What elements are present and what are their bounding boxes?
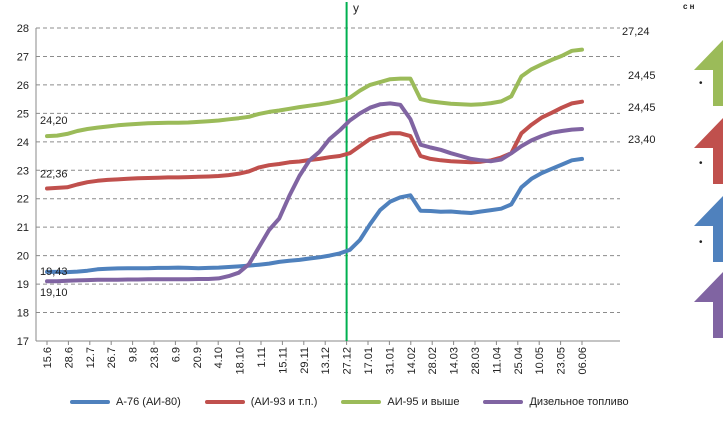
x-tick-label: 13.12	[320, 347, 332, 375]
x-tick-label: 23.05	[556, 347, 568, 375]
corner-note-fragment: с н	[683, 2, 695, 11]
trend-arrow	[694, 118, 723, 184]
y-tick-label: 26	[17, 80, 29, 92]
series-line	[45, 47, 584, 139]
arrow-marker: •	[699, 237, 703, 248]
trend-arrow	[694, 272, 723, 338]
x-tick-label: 9.8	[128, 347, 140, 362]
x-tick-label: 27.12	[342, 347, 354, 375]
start-value-label: 22,36	[40, 168, 68, 180]
x-tick-label: 6.9	[170, 347, 182, 362]
legend-swatch	[483, 400, 524, 404]
start-value-label: 24,20	[40, 115, 68, 127]
end-value-label: 24,45	[628, 102, 656, 114]
arrow-marker: •	[699, 158, 703, 169]
end-value-label: 23,40	[628, 134, 656, 146]
x-tick-label: 11.04	[491, 347, 503, 374]
grid-lines	[36, 27, 620, 314]
x-tick-label: 14.02	[406, 347, 418, 375]
end-value-label: 27,24	[622, 26, 650, 38]
chart-title-fragment: у	[353, 1, 359, 15]
trend-arrow	[694, 40, 723, 106]
legend-label: (АИ-93 и т.п.)	[250, 396, 318, 408]
x-tick-label: 29.11	[299, 347, 311, 374]
y-tick-label: 17	[17, 336, 29, 348]
y-tick-label: 21	[17, 222, 29, 234]
x-tick-label: 17.01	[363, 347, 375, 375]
legend-label: А-76 (АИ-80)	[116, 396, 181, 408]
start-value-label: 19,10	[40, 287, 68, 299]
trend-arrows: • • •	[694, 40, 723, 338]
legend-item: Дизельное топливо	[483, 396, 629, 408]
legend-label: АИ-95 и выше	[387, 396, 460, 408]
x-tick-label: 10.05	[534, 347, 546, 375]
end-value-label: 24,45	[628, 70, 656, 82]
y-tick-label: 28	[17, 23, 29, 35]
x-tick-label: 31.01	[384, 347, 396, 375]
x-tick-label: 26.7	[106, 347, 118, 368]
x-tick-label: 4.10	[213, 347, 225, 368]
series-line	[45, 99, 584, 191]
legend: А-76 (АИ-80) (АИ-93 и т.п.) АИ-95 и выше Ди…	[70, 396, 629, 408]
series-lines	[45, 47, 584, 284]
x-tick-label: 28.6	[63, 347, 75, 368]
y-tick-label: 23	[17, 165, 29, 177]
series-line	[45, 101, 584, 284]
x-tick-label: 28.03	[470, 347, 482, 375]
y-tick-label: 25	[17, 108, 29, 120]
legend-item: (АИ-93 и т.п.)	[204, 396, 318, 408]
x-tick-label: 15.6	[42, 347, 54, 368]
y-tick-label: 20	[17, 251, 29, 263]
y-tick-label: 22	[17, 194, 29, 206]
legend-item: АИ-95 и выше	[341, 396, 459, 408]
data-labels: 19,43 22,36 24,20 19,10 23,40 24,45 27,24 24,45	[40, 26, 656, 299]
legend-swatch	[204, 400, 245, 404]
axes: 17 18 19 20 21 22 23 24 25 26 27 28 15.6 28.6 12.7 26.7…	[17, 23, 620, 375]
y-tick-label: 19	[17, 279, 29, 291]
start-value-label: 19,43	[40, 266, 68, 278]
legend-swatch	[341, 400, 382, 404]
trend-arrow	[694, 196, 723, 262]
x-tick-label: 14.03	[449, 347, 461, 375]
y-tick-label: 27	[17, 51, 29, 63]
series-line	[45, 156, 584, 275]
x-tick-label: 20.9	[192, 347, 204, 368]
x-tick-label: 15.11	[277, 347, 289, 374]
arrow-marker: •	[699, 78, 703, 89]
x-tick-label: 28.02	[427, 347, 439, 375]
y-tick-label: 18	[17, 308, 29, 320]
x-tick-label: 25.04	[513, 347, 525, 375]
legend-item: А-76 (АИ-80)	[70, 396, 181, 408]
x-tick-label: 1.11	[256, 347, 268, 368]
x-tick-label: 06.06	[577, 347, 589, 375]
y-tick-label: 24	[17, 137, 29, 149]
legend-swatch	[70, 400, 110, 404]
legend-label: Дизельное топливо	[529, 396, 629, 408]
x-tick-label: 23.8	[149, 347, 161, 368]
x-tick-label: 18.10	[235, 347, 247, 375]
x-tick-label: 12.7	[85, 347, 97, 368]
